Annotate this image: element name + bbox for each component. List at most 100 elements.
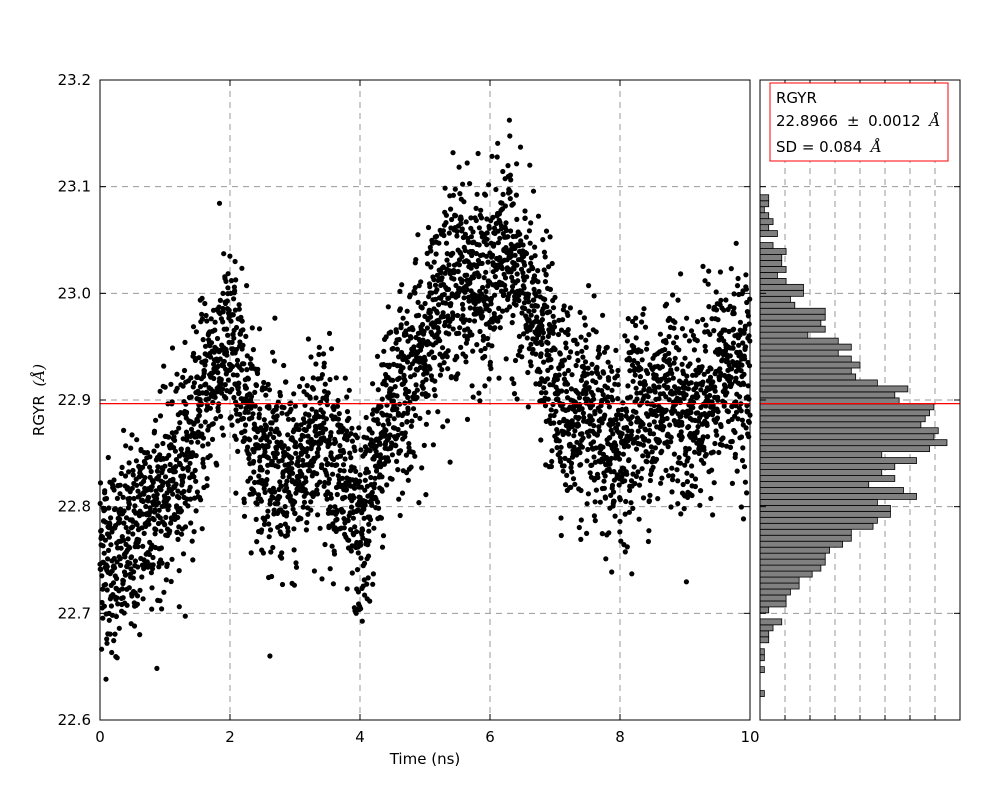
- scatter-point: [569, 418, 575, 424]
- histogram-bar: [759, 600, 787, 608]
- scatter-point: [362, 477, 368, 483]
- scatter-point: [565, 331, 571, 338]
- scatter-point: [453, 213, 459, 219]
- legend-mean-value: 22.8966 ± 0.0012 Å: [776, 112, 940, 130]
- scatter-point: [610, 489, 617, 495]
- scatter-point: [250, 411, 256, 417]
- scatter-point: [600, 392, 606, 398]
- scatter-point: [659, 448, 665, 454]
- scatter-point: [272, 315, 278, 321]
- histogram-bar: [759, 654, 765, 662]
- scatter-point: [237, 411, 243, 417]
- scatter-point: [672, 355, 678, 361]
- scatter-point: [564, 381, 571, 387]
- scatter-point: [300, 504, 306, 510]
- scatter-point: [644, 340, 650, 346]
- scatter-point: [399, 282, 405, 288]
- scatter-point: [319, 576, 325, 582]
- scatter-point: [673, 334, 680, 340]
- scatter-point: [192, 357, 198, 363]
- scatter-point: [326, 476, 332, 482]
- scatter-point: [284, 478, 290, 484]
- scatter-point: [535, 268, 541, 274]
- histogram-bar: [759, 266, 787, 273]
- histogram-bar: [759, 397, 900, 405]
- scatter-point: [225, 332, 231, 338]
- scatter-point: [502, 275, 509, 281]
- scatter-point: [614, 373, 621, 379]
- scatter-point: [606, 377, 612, 383]
- scatter-point: [650, 431, 657, 437]
- scatter-point: [709, 467, 715, 473]
- scatter-point: [422, 357, 428, 363]
- scatter-point: [291, 391, 297, 397]
- scatter-point: [225, 377, 231, 383]
- histogram-bar: [759, 469, 883, 476]
- scatter-point: [729, 438, 735, 445]
- scatter-point: [104, 564, 110, 570]
- scatter-point: [631, 358, 637, 364]
- scatter-point: [522, 208, 528, 214]
- scatter-point: [235, 384, 241, 390]
- scatter-point: [326, 330, 333, 336]
- scatter-point: [279, 550, 285, 556]
- scatter-point: [334, 403, 341, 409]
- scatter-point: [730, 345, 736, 351]
- scatter-point: [412, 285, 418, 291]
- scatter-point: [256, 326, 263, 332]
- scatter-point: [733, 409, 740, 415]
- scatter-point: [708, 495, 714, 502]
- scatter-point: [344, 409, 351, 415]
- histogram-bar: [759, 481, 870, 488]
- scatter-point: [640, 442, 647, 448]
- scatter-point: [663, 407, 669, 413]
- scatter-point: [427, 284, 433, 290]
- scatter-point: [108, 603, 114, 609]
- scatter-point: [289, 455, 295, 461]
- scatter-point: [110, 580, 117, 586]
- scatter-point: [199, 431, 205, 437]
- scatter-point: [540, 311, 546, 317]
- scatter-point: [538, 351, 544, 357]
- scatter-point: [464, 416, 471, 422]
- scatter-point: [279, 581, 286, 588]
- scatter-point: [375, 499, 381, 505]
- scatter-point: [629, 428, 635, 434]
- legend-box: RGYR 22.8966 ± 0.0012 Å SD = 0.084 Å: [769, 82, 949, 162]
- scatter-point: [479, 291, 485, 297]
- scatter-point: [165, 482, 171, 488]
- scatter-point: [734, 283, 741, 289]
- scatter-point: [361, 577, 367, 583]
- scatter-point: [604, 385, 611, 391]
- scatter-point: [584, 371, 591, 377]
- scatter-point: [633, 335, 639, 341]
- scatter-point: [589, 361, 595, 367]
- scatter-point: [458, 216, 464, 222]
- scatter-point: [569, 469, 575, 475]
- scatter-point: [263, 423, 269, 430]
- scatter-point: [635, 428, 641, 434]
- scatter-point: [711, 328, 717, 334]
- scatter-point: [262, 449, 268, 455]
- scatter-point: [467, 181, 473, 187]
- scatter-point: [441, 313, 447, 320]
- histogram-bar: [759, 194, 770, 202]
- scatter-point: [533, 381, 539, 387]
- scatter-point: [409, 418, 415, 424]
- scatter-point: [379, 474, 385, 480]
- scatter-point: [420, 321, 426, 328]
- scatter-point: [156, 507, 162, 513]
- scatter-point: [746, 434, 752, 440]
- scatter-point: [526, 299, 532, 305]
- scatter-point: [377, 441, 383, 447]
- scatter-point: [102, 581, 109, 588]
- scatter-point: [236, 390, 242, 396]
- scatter-point: [599, 531, 605, 537]
- histogram-bar: [759, 409, 930, 417]
- scatter-point: [148, 468, 154, 475]
- scatter-point: [291, 547, 297, 553]
- scatter-point: [443, 240, 450, 246]
- scatter-point: [705, 281, 711, 287]
- scatter-point: [328, 346, 335, 352]
- scatter-point: [547, 286, 554, 292]
